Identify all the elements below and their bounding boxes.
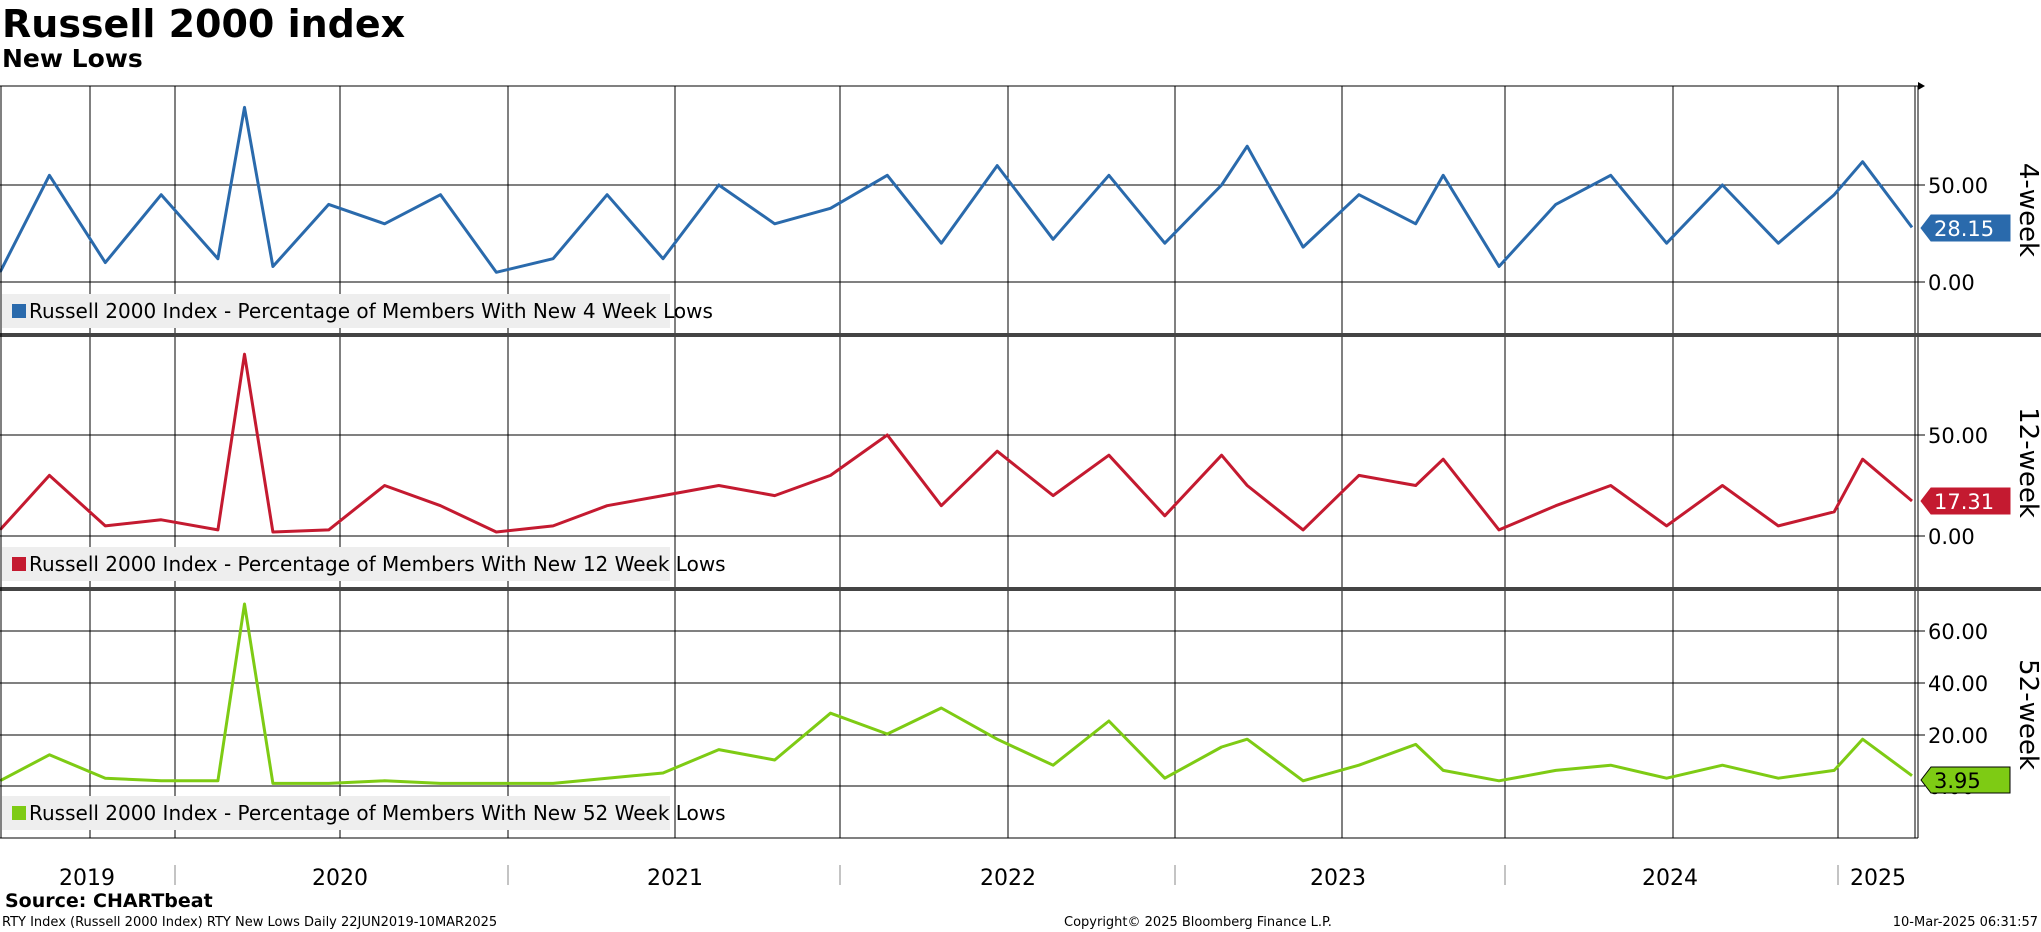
x-tick-label: 2024 xyxy=(1642,866,1698,891)
legend-text: Russell 2000 Index - Percentage of Membe… xyxy=(29,552,726,576)
legend-text: Russell 2000 Index - Percentage of Membe… xyxy=(29,801,726,825)
last-value-flag xyxy=(1920,487,2011,515)
footer-index-info: RTY Index (Russell 2000 Index) RTY New L… xyxy=(2,915,498,930)
y-tick-label: 50.00 xyxy=(1928,174,1988,198)
axis-arrow xyxy=(1918,82,1925,90)
panel-separator-2 xyxy=(0,587,2041,591)
y-tick-label: 60.00 xyxy=(1928,620,1988,644)
x-tick-label: 2020 xyxy=(312,866,368,891)
legend-box xyxy=(2,294,670,328)
y-tick-label: 50.00 xyxy=(1928,424,1988,448)
footer-timestamp: 10-Mar-2025 06:31:57 xyxy=(1892,915,2038,930)
panel-label-52-week: 52-week xyxy=(2013,659,2041,770)
page-title: Russell 2000 index xyxy=(2,2,406,46)
last-value-flag xyxy=(1920,766,2011,794)
legend-box xyxy=(2,796,670,830)
legend-swatch xyxy=(12,304,26,318)
panel-label-4-week: 4-week xyxy=(2013,163,2041,257)
y-tick-label: 0.00 xyxy=(1928,271,1975,295)
y-tick-label: 20.00 xyxy=(1928,724,1988,748)
legend-swatch xyxy=(12,557,26,571)
x-tick-label: 2025 xyxy=(1850,866,1906,891)
source-label: Source: CHARTbeat xyxy=(5,890,213,912)
last-value-flag xyxy=(1920,214,2011,242)
series-line-52-week xyxy=(0,602,1913,785)
page-subtitle: New Lows xyxy=(2,44,143,73)
panel-separator-1 xyxy=(0,333,2041,337)
series-line-12-week xyxy=(0,352,1913,534)
last-value-label: 17.31 xyxy=(1934,490,1994,514)
panel-label-12-week: 12-week xyxy=(2013,407,2041,518)
x-tick-label: 2023 xyxy=(1310,866,1366,891)
x-tick-label: 2021 xyxy=(647,866,703,891)
legend-swatch xyxy=(12,806,26,820)
last-value-label: 3.95 xyxy=(1934,769,1981,793)
series-line-4-week xyxy=(0,105,1914,274)
y-tick-label: 0.00 xyxy=(1928,525,1975,549)
x-tick-label: 2022 xyxy=(980,866,1036,891)
x-tick-label: 2019 xyxy=(59,866,115,891)
last-value-label: 28.15 xyxy=(1934,217,1994,241)
y-tick-label: 40.00 xyxy=(1928,672,1988,696)
legend-box xyxy=(2,547,670,581)
footer-copyright: Copyright© 2025 Bloomberg Finance L.P. xyxy=(1064,915,1332,930)
legend-text: Russell 2000 Index - Percentage of Membe… xyxy=(29,299,713,323)
